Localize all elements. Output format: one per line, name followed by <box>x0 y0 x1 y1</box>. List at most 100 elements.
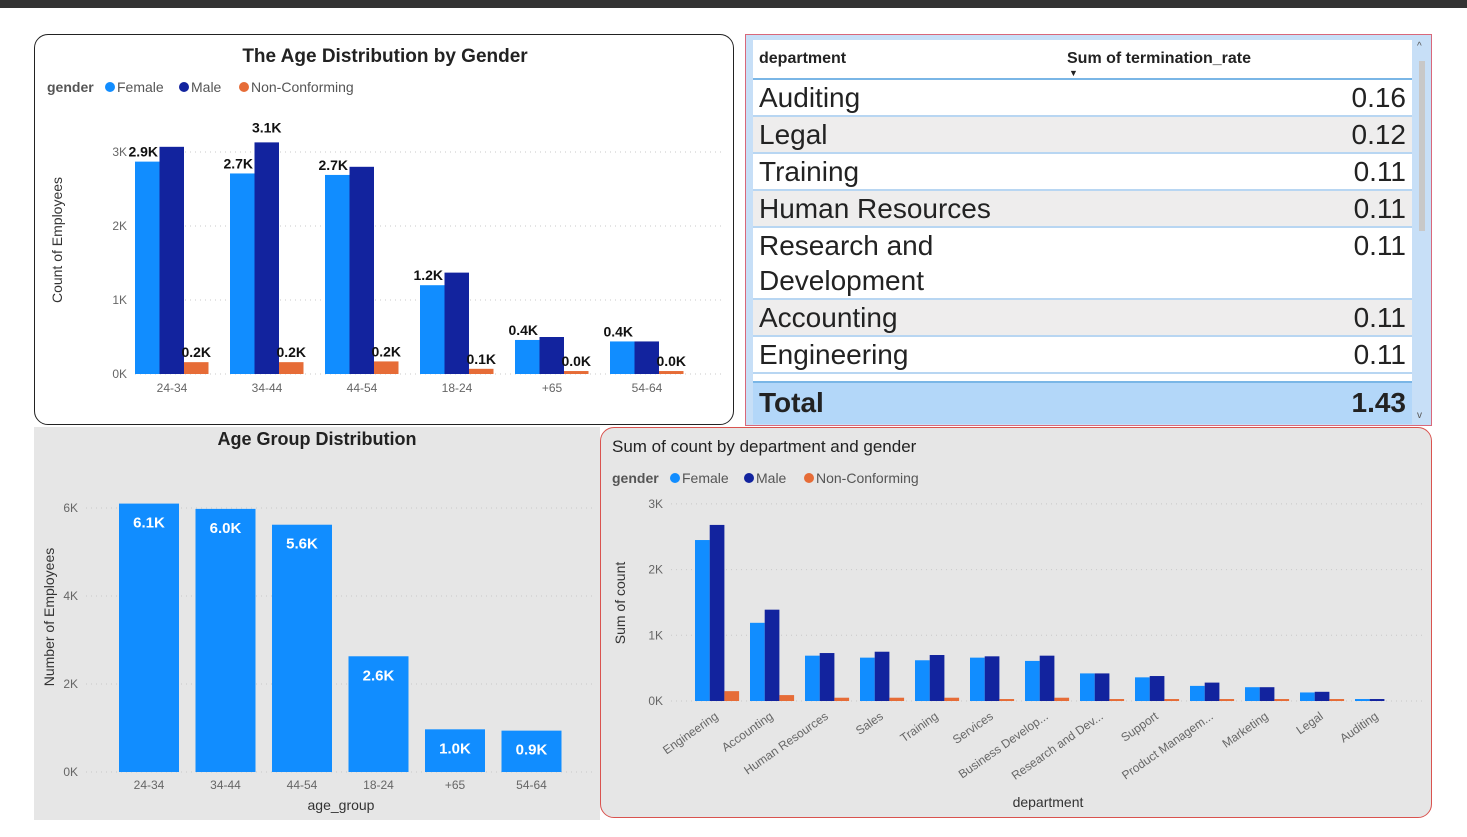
bar-female <box>325 174 350 374</box>
bar-male <box>539 337 564 374</box>
table-row[interactable]: Auditing 0.16 <box>753 80 1412 117</box>
legend-item-female: Female <box>682 470 729 486</box>
x-tick-label: 34-44 <box>252 381 283 395</box>
bar-female <box>610 341 635 374</box>
x-tick-label: Business Develop... <box>956 709 1051 781</box>
x-tick-label: 44-54 <box>347 381 378 395</box>
data-label: 1.0K <box>439 740 471 757</box>
bar-non-conforming <box>184 362 209 374</box>
bar-male <box>984 656 1000 701</box>
bar-non-conforming <box>1109 699 1125 701</box>
legend-marker-male <box>179 82 189 92</box>
bar <box>501 730 562 772</box>
age-group-chart-panel[interactable]: 0K 2K 4K 6K Number of Employees Age Group Dis… <box>34 427 600 820</box>
legend-marker-male <box>744 473 754 483</box>
x-tick-label: 54-64 <box>632 381 663 395</box>
x-tick-label: 24-34 <box>157 381 188 395</box>
y-tick-label: 0K <box>648 694 663 708</box>
bar <box>272 524 332 772</box>
bar-female <box>1190 685 1205 701</box>
scroll-down-icon[interactable]: v <box>1417 410 1422 421</box>
x-tick-label: Legal <box>1294 709 1326 737</box>
legend-marker-non-conforming <box>239 82 249 92</box>
bar-non-conforming <box>1054 697 1070 701</box>
column-header-department[interactable]: department <box>759 50 847 67</box>
bar-male <box>1259 687 1275 701</box>
y-tick-label: 1K <box>112 293 127 307</box>
x-tick-label: Support <box>1118 709 1161 745</box>
table-row[interactable]: Accounting 0.11 <box>753 300 1412 337</box>
y-axis-title: Sum of count <box>612 562 628 645</box>
y-tick-label: 2K <box>648 563 663 577</box>
bar-male <box>1314 691 1330 701</box>
legend-item-male: Male <box>756 470 787 486</box>
y-tick-label: 2K <box>63 677 78 691</box>
department-cell: Legal <box>759 119 828 150</box>
bar-non-conforming <box>469 368 494 374</box>
department-cell: Training <box>759 156 860 187</box>
table-total-row: Total 1.43 <box>753 381 1412 424</box>
y-axis-title: Number of Employees <box>41 548 57 687</box>
data-label: 2.7K <box>318 157 348 173</box>
chart-title: The Age Distribution by Gender <box>242 46 528 67</box>
age-gender-chart-panel[interactable]: 0K 1K 2K 3K Count of Employees The Age Distri… <box>34 34 734 425</box>
x-tick-label: Engineering <box>660 709 721 757</box>
table-row[interactable]: Research and Development 0.11 <box>753 228 1412 300</box>
table-row[interactable]: Legal 0.12 <box>753 117 1412 154</box>
column-header-termination-rate[interactable]: Sum of termination_rate <box>1067 50 1252 67</box>
x-tick-label: +65 <box>542 381 563 395</box>
y-tick-label: 1K <box>648 628 663 642</box>
bar-male <box>1039 655 1055 701</box>
table-header: department Sum of termination_rate ▼ <box>753 40 1412 80</box>
bar-male <box>1149 676 1165 701</box>
bar-male <box>819 653 835 701</box>
termination-rate-table-panel[interactable]: department Sum of termination_rate ▼ Aud… <box>745 34 1432 426</box>
data-label: 1.2K <box>413 267 443 283</box>
bar-non-conforming <box>999 699 1015 701</box>
bar-female <box>860 657 875 701</box>
department-cell: Research and Development <box>759 230 934 296</box>
scrollbar-thumb[interactable] <box>1419 61 1425 231</box>
y-tick-label: 3K <box>648 497 663 511</box>
age-group-chart: 0K 2K 4K 6K Number of Employees Age Group Dis… <box>41 429 594 813</box>
legend-item-non-conforming: Non-Conforming <box>251 79 354 95</box>
bar-non-conforming <box>564 371 589 374</box>
x-tick-label: Training <box>898 709 941 745</box>
bar-male <box>1094 673 1110 701</box>
x-tick-label: Services <box>950 709 996 747</box>
x-tick-label: Auditing <box>1337 709 1381 745</box>
bar-non-conforming <box>834 697 850 701</box>
bar-female <box>970 657 985 701</box>
bar-non-conforming <box>779 695 795 701</box>
data-label: 0.2K <box>371 343 401 359</box>
table-row[interactable]: Engineering 0.11 <box>753 337 1412 374</box>
data-label: 0.9K <box>516 742 548 759</box>
bar-non-conforming <box>1274 699 1290 701</box>
legend-item-male: Male <box>191 79 222 95</box>
data-label: 3.1K <box>252 119 282 135</box>
x-tick-label: Research and Dev... <box>1009 709 1106 783</box>
bar-male <box>929 655 945 701</box>
bar-female <box>420 285 445 374</box>
total-value: 1.43 <box>1351 387 1407 418</box>
y-tick-label: 4K <box>63 589 78 603</box>
data-label: 0.4K <box>603 323 633 339</box>
bar-female <box>805 655 820 701</box>
sort-descending-icon[interactable]: ▼ <box>1069 68 1078 78</box>
table-row[interactable]: Human Resources 0.11 <box>753 191 1412 228</box>
table-scrollbar[interactable]: ^ v <box>1416 41 1428 421</box>
table-row[interactable]: Training 0.11 <box>753 154 1412 191</box>
bar-male <box>764 609 780 701</box>
data-label: 0.4K <box>508 322 538 338</box>
window-top-bar <box>0 0 1467 8</box>
x-tick-label: 18-24 <box>442 381 473 395</box>
x-axis-title: department <box>1013 794 1084 810</box>
department-gender-chart-panel[interactable]: 0K 1K 2K 3K Sum of count Sum of count by depa… <box>600 427 1432 818</box>
x-tick-label: 18-24 <box>363 778 394 792</box>
scroll-up-icon[interactable]: ^ <box>1417 41 1422 52</box>
bar-male <box>874 651 890 701</box>
data-label: 0.0K <box>561 353 591 369</box>
termination-rate-cell: 0.11 <box>1353 339 1406 370</box>
x-tick-label: Sales <box>853 709 886 738</box>
bar-non-conforming <box>724 691 740 701</box>
